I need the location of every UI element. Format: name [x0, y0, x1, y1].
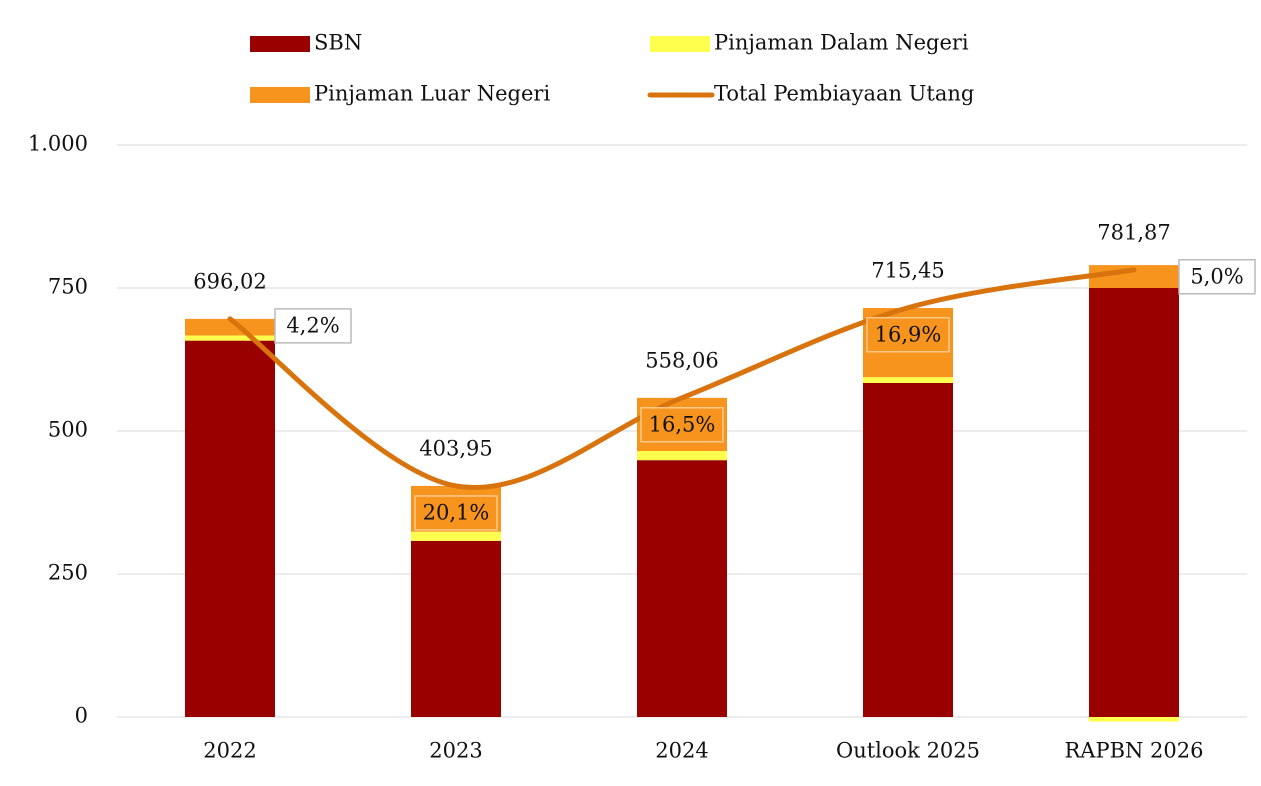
legend-swatch	[250, 87, 310, 103]
bar-segment	[185, 318, 275, 336]
annotation: 16,5%	[649, 412, 716, 436]
annotation-box	[640, 407, 724, 443]
y-tick-label: 500	[48, 418, 88, 442]
bar-segment	[1089, 717, 1179, 722]
bar-segment	[411, 531, 501, 541]
bar-segment	[637, 451, 727, 461]
data-label: 558,06	[645, 348, 718, 372]
bar-segment	[1089, 288, 1179, 717]
annotation-box	[866, 317, 950, 353]
annotation: 16,9%	[875, 322, 942, 346]
x-tick-label: 2024	[655, 739, 708, 763]
data-label: 403,95	[419, 436, 492, 460]
annotation-box	[414, 495, 498, 531]
bar-segment	[185, 340, 275, 717]
bar-segment	[185, 335, 275, 341]
y-tick-label: 1.000	[28, 132, 88, 156]
data-label: 781,87	[1097, 220, 1170, 244]
x-tick-label: Outlook 2025	[836, 739, 980, 763]
data-label: 715,45	[871, 258, 944, 282]
annotation: 4,2%	[286, 313, 339, 337]
annotation-box	[1178, 259, 1256, 295]
annotation: 20,1%	[423, 500, 490, 524]
x-tick-label: 2023	[429, 739, 482, 763]
y-tick-label: 250	[48, 561, 88, 585]
bar-segment	[411, 540, 501, 717]
y-tick-label: 0	[75, 704, 88, 728]
bar-segment	[863, 377, 953, 383]
annotation-box	[274, 308, 352, 344]
bar-segment	[863, 382, 953, 717]
x-tick-label: RAPBN 2026	[1064, 739, 1203, 763]
legend-swatch	[650, 36, 710, 52]
total-line	[227, 267, 1137, 490]
legend-label: Total Pembiayaan Utang	[714, 82, 974, 106]
legend-label: Pinjaman Dalam Negeri	[714, 31, 969, 55]
annotation: 5,0%	[1190, 264, 1243, 288]
bar-segment	[637, 460, 727, 717]
data-label: 696,02	[193, 269, 266, 293]
legend-label: Pinjaman Luar Negeri	[314, 82, 550, 106]
legend-label: SBN	[314, 31, 362, 55]
legend-swatch	[250, 36, 310, 52]
x-tick-label: 2022	[203, 739, 256, 763]
y-tick-label: 750	[48, 275, 88, 299]
